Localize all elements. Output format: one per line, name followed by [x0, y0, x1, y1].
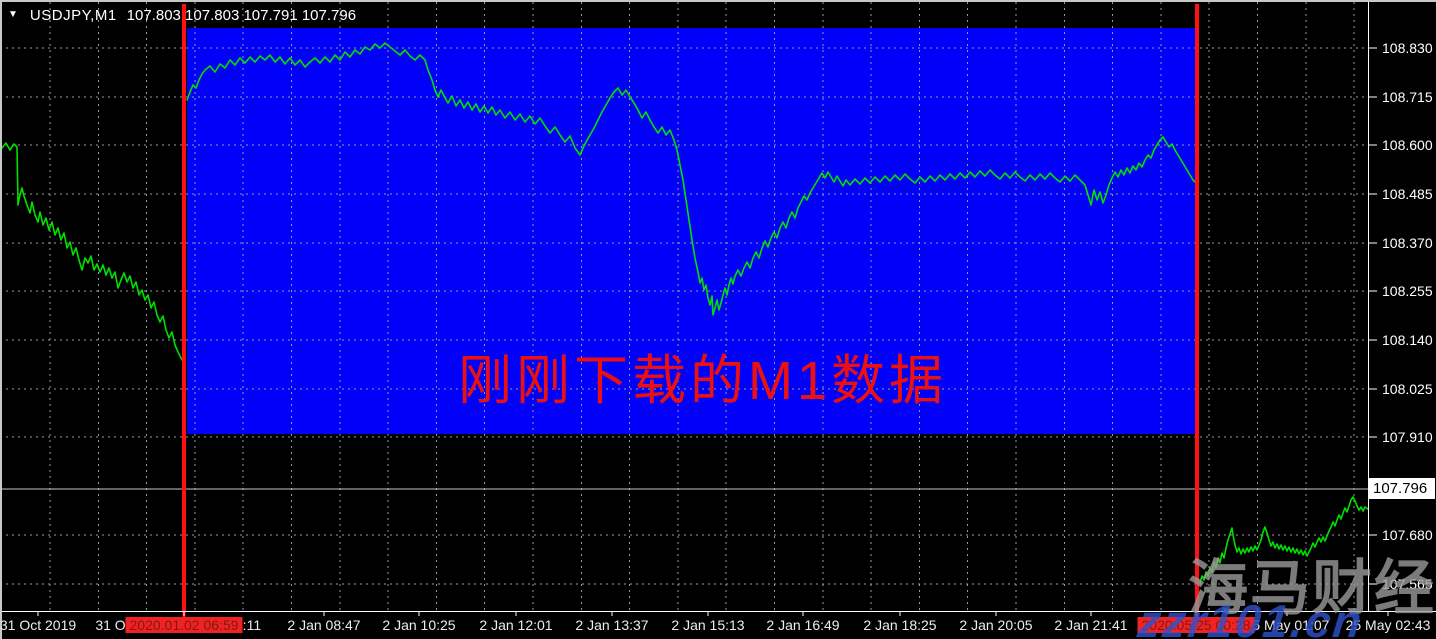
event-time-label: 2020.05.25 00:28	[1137, 617, 1255, 633]
pre-gap-segment-line	[1, 142, 185, 364]
price-tick-label: 108.255	[1382, 283, 1433, 299]
price-tick-label: 107.565	[1382, 576, 1433, 592]
price-tick-label: 108.485	[1382, 186, 1433, 202]
price-tick-label: 108.140	[1382, 332, 1433, 348]
price-tick-label: 107.910	[1382, 429, 1433, 445]
watermark-site-url: zzr101.cn	[1135, 595, 1366, 639]
price-axis[interactable]: 108.830 108.715 108.600 108.485 108.370 108.2…	[1370, 0, 1436, 612]
price-tick-label: 108.715	[1382, 89, 1433, 105]
price-tick-label: 108.025	[1382, 381, 1433, 397]
watermark-brand-cn: 海马财经	[1188, 555, 1436, 622]
time-tick-label: 2 Jan 10:25	[382, 617, 456, 633]
event-time-label: 2020.01.02 06:59	[125, 617, 243, 633]
chevron-down-icon[interactable]: ▼	[8, 9, 18, 20]
window-top-bevel	[0, 0, 1436, 2]
downloaded-m1-segment-line	[186, 42, 1197, 316]
time-tick-label: 2 Jan 12:01	[479, 617, 553, 633]
time-tick-label: 2 Jan 16:49	[766, 617, 840, 633]
recent-segment-line	[1199, 496, 1369, 584]
time-tick-label: 2 Jan 13:37	[575, 617, 649, 633]
current-price-marker: 107.796	[1369, 478, 1435, 499]
time-tick-label: 2 Jan 18:25	[863, 617, 937, 633]
highlight-region	[187, 28, 1196, 434]
time-tick-label: 2 Jan 21:41	[1054, 617, 1128, 633]
ohlc-readout: 107.803 107.803 107.791 107.796	[126, 6, 357, 24]
time-tick-label: 31 Oct 2019	[0, 617, 77, 633]
time-axis[interactable]: 31 Oct 2019 31 Oc 2020.01.02 06:59 7:11 2 Ja…	[0, 613, 1436, 639]
annotation-text-object[interactable]: 刚刚下载的M1数据	[458, 351, 948, 411]
price-tick-label: 108.600	[1382, 137, 1433, 153]
time-tick-label: 2 Jan 20:05	[959, 617, 1033, 633]
price-tick-label: 108.370	[1382, 235, 1433, 251]
time-tick-label: 2 Jan 08:47	[287, 617, 361, 633]
time-tick-label: 31 Oc	[95, 617, 133, 633]
symbol-period-label: USDJPY,M1	[29, 6, 117, 24]
chart-title-bar: ▼ USDJPY,M1 107.803 107.803 107.791 107.…	[8, 6, 356, 24]
price-tick-label: 107.680	[1382, 527, 1433, 543]
price-tick-label: 108.830	[1382, 40, 1433, 56]
time-tick-label: 25 May 01:07	[1244, 617, 1330, 633]
time-tick-label: 2 Jan 15:13	[671, 617, 745, 633]
window-left-bevel	[0, 0, 2, 639]
time-tick-label: 25 May 02:43	[1345, 617, 1431, 633]
